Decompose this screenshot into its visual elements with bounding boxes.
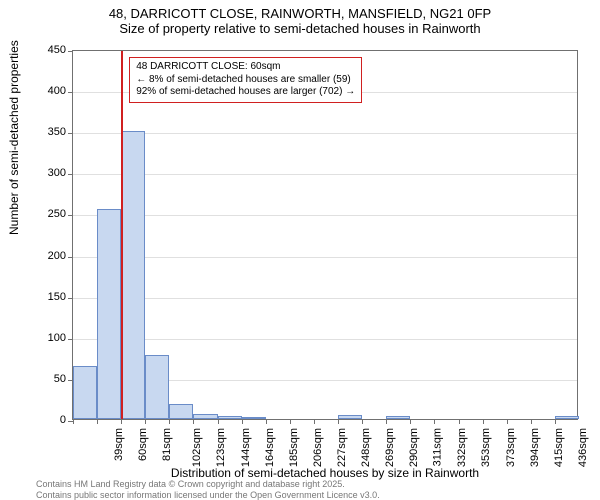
y-tick-label: 150	[48, 291, 66, 303]
y-tick-mark	[68, 339, 73, 340]
gridline	[73, 133, 577, 134]
histogram-bar	[555, 416, 579, 419]
x-tick-mark	[266, 419, 267, 424]
x-tick-label: 39sqm	[113, 428, 125, 461]
x-tick-label: 332sqm	[457, 428, 469, 467]
gridline	[73, 215, 577, 216]
x-tick-label: 144sqm	[240, 428, 252, 467]
footer-line2: Contains public sector information licen…	[36, 490, 380, 500]
highlight-line	[121, 51, 123, 419]
x-tick-mark	[145, 419, 146, 424]
x-tick-mark	[555, 419, 556, 424]
histogram-bar	[242, 417, 266, 419]
x-tick-label: 206sqm	[312, 428, 324, 467]
title-line2: Size of property relative to semi-detach…	[0, 21, 600, 36]
x-tick-label: 290sqm	[408, 428, 420, 467]
y-tick-mark	[68, 174, 73, 175]
y-tick-label: 450	[48, 44, 66, 56]
x-tick-label: 185sqm	[288, 428, 300, 467]
x-tick-mark	[434, 419, 435, 424]
x-tick-mark	[410, 419, 411, 424]
histogram-bar	[121, 131, 145, 419]
y-axis-label: Number of semi-detached properties	[7, 40, 21, 235]
chart-container: 48, DARRICOTT CLOSE, RAINWORTH, MANSFIEL…	[0, 0, 600, 500]
x-tick-label: 373sqm	[505, 428, 517, 467]
chart-title: 48, DARRICOTT CLOSE, RAINWORTH, MANSFIEL…	[0, 6, 600, 36]
x-tick-mark	[507, 419, 508, 424]
y-tick-label: 250	[48, 208, 66, 220]
histogram-bar	[218, 416, 242, 419]
histogram-bar	[386, 416, 410, 419]
plot-area: 48 DARRICOTT CLOSE: 60sqm← 8% of semi-de…	[72, 50, 578, 420]
x-tick-label: 164sqm	[264, 428, 276, 467]
x-tick-label: 227sqm	[336, 428, 348, 467]
histogram-bar	[169, 404, 193, 419]
x-tick-mark	[193, 419, 194, 424]
footer-attribution: Contains HM Land Registry data © Crown c…	[36, 479, 380, 500]
gridline	[73, 174, 577, 175]
x-tick-label: 248sqm	[360, 428, 372, 467]
x-tick-mark	[73, 419, 74, 424]
x-tick-label: 311sqm	[432, 428, 444, 466]
x-tick-mark	[121, 419, 122, 424]
histogram-bar	[73, 366, 97, 419]
x-tick-label: 81sqm	[161, 428, 173, 461]
y-tick-label: 300	[48, 167, 66, 179]
gridline	[73, 339, 577, 340]
y-tick-mark	[68, 51, 73, 52]
x-tick-label: 123sqm	[216, 428, 228, 467]
y-tick-label: 200	[48, 250, 66, 262]
x-tick-label: 436sqm	[577, 428, 589, 467]
x-tick-label: 102sqm	[191, 428, 203, 467]
x-tick-label: 415sqm	[553, 428, 565, 467]
x-axis-label: Distribution of semi-detached houses by …	[72, 466, 578, 480]
x-tick-mark	[314, 419, 315, 424]
annotation-line2: ← 8% of semi-detached houses are smaller…	[136, 74, 355, 87]
y-tick-mark	[68, 257, 73, 258]
y-tick-label: 100	[48, 332, 66, 344]
x-tick-label: 60sqm	[137, 428, 149, 461]
x-tick-mark	[338, 419, 339, 424]
annotation-line3: 92% of semi-detached houses are larger (…	[136, 86, 355, 99]
x-tick-mark	[218, 419, 219, 424]
x-tick-mark	[483, 419, 484, 424]
x-tick-mark	[531, 419, 532, 424]
x-tick-mark	[386, 419, 387, 424]
gridline	[73, 298, 577, 299]
x-tick-label: 269sqm	[384, 428, 396, 467]
x-tick-mark	[290, 419, 291, 424]
histogram-bar	[193, 414, 217, 419]
histogram-bar	[145, 355, 169, 419]
x-tick-label: 394sqm	[529, 428, 541, 467]
annotation-box: 48 DARRICOTT CLOSE: 60sqm← 8% of semi-de…	[129, 57, 362, 103]
footer-line1: Contains HM Land Registry data © Crown c…	[36, 479, 380, 489]
y-tick-label: 0	[60, 414, 66, 426]
x-tick-mark	[97, 419, 98, 424]
y-tick-label: 400	[48, 85, 66, 97]
x-tick-mark	[242, 419, 243, 424]
y-tick-mark	[68, 298, 73, 299]
x-tick-mark	[169, 419, 170, 424]
y-tick-mark	[68, 215, 73, 216]
title-line1: 48, DARRICOTT CLOSE, RAINWORTH, MANSFIEL…	[0, 6, 600, 21]
y-tick-label: 350	[48, 126, 66, 138]
annotation-line1: 48 DARRICOTT CLOSE: 60sqm	[136, 61, 355, 74]
gridline	[73, 257, 577, 258]
y-tick-mark	[68, 92, 73, 93]
y-tick-mark	[68, 133, 73, 134]
histogram-bar	[338, 415, 362, 419]
histogram-bar	[97, 209, 121, 419]
x-tick-label: 353sqm	[481, 428, 493, 467]
y-tick-label: 50	[54, 373, 66, 385]
x-tick-mark	[459, 419, 460, 424]
x-tick-mark	[362, 419, 363, 424]
